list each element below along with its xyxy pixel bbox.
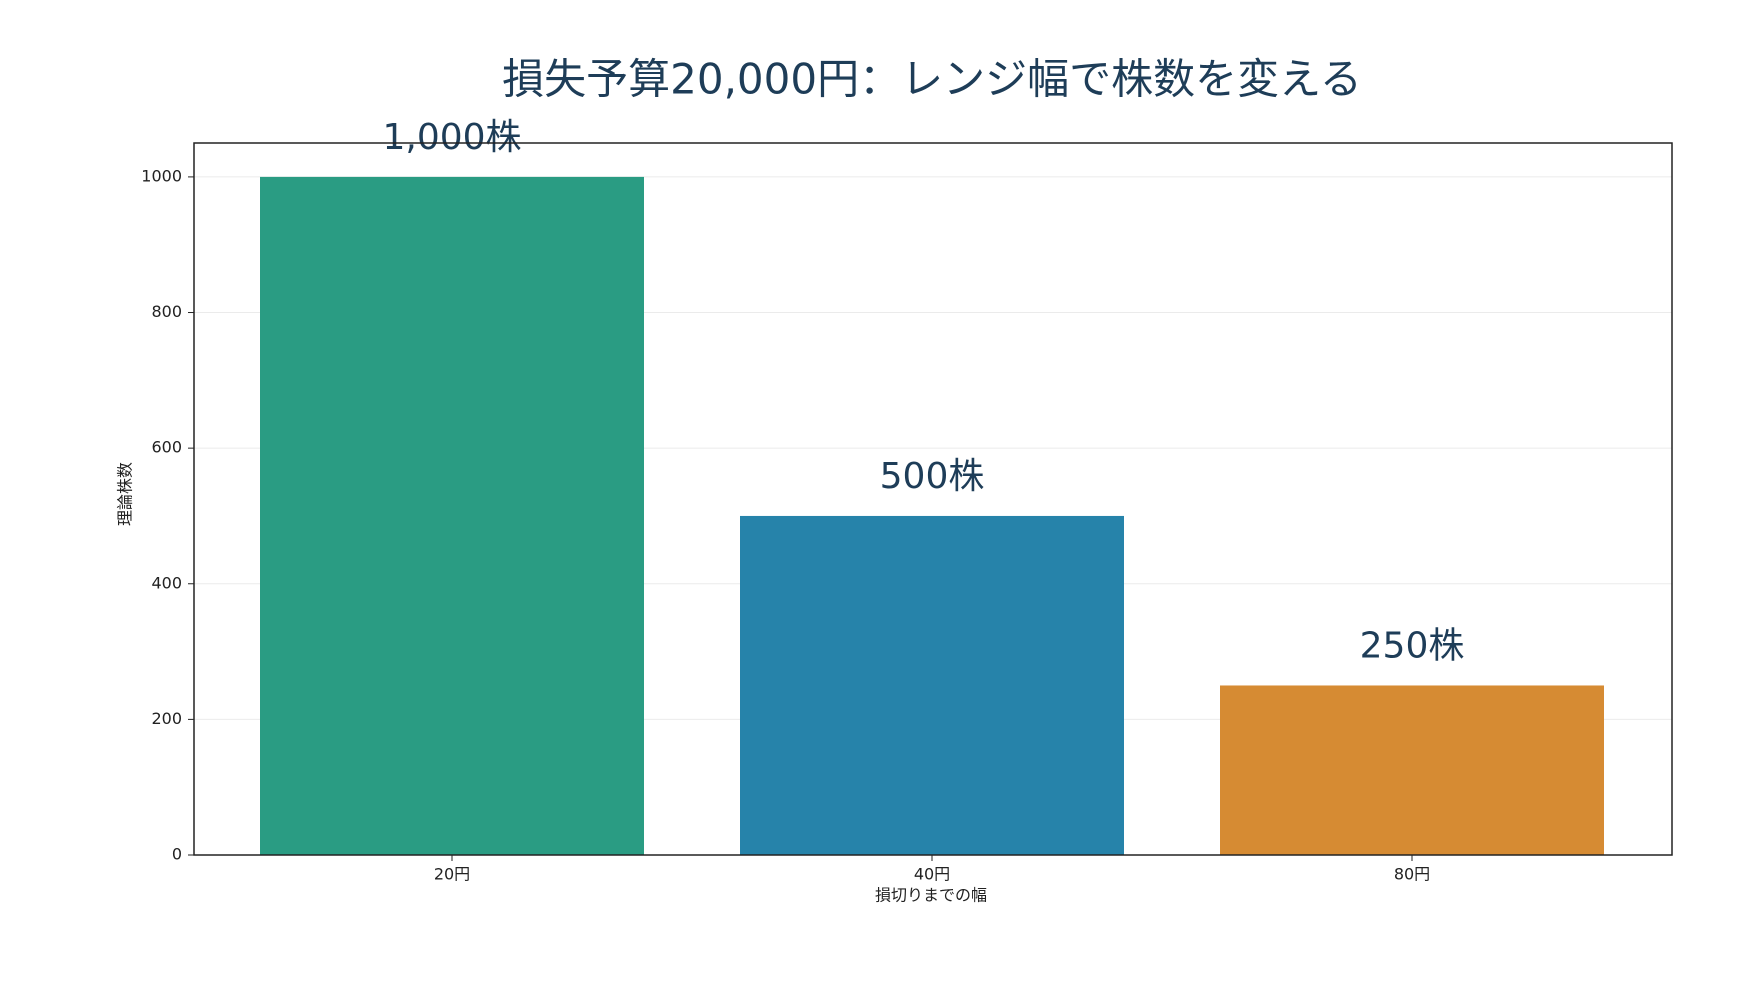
value-label: 1,000株: [382, 117, 521, 158]
y-tick-label: 1000: [141, 166, 182, 185]
x-tick-label: 80円: [1394, 865, 1430, 884]
value-label: 500株: [880, 456, 985, 497]
y-tick-label: 800: [151, 302, 182, 321]
value-label: 250株: [1360, 625, 1465, 666]
bar: [260, 176, 644, 855]
y-tick-label: 600: [151, 438, 182, 457]
chart-title: 損失予算20,000円：レンジ幅で株数を変える: [502, 55, 1362, 104]
plot-frame: [193, 142, 1673, 856]
y-tick-label: 0: [172, 845, 182, 864]
y-axis-label: 理論株数: [116, 462, 135, 526]
y-tick-label: 200: [151, 709, 182, 728]
y-tick-label: 400: [151, 573, 182, 592]
bar: [740, 515, 1124, 855]
x-axis-label: 損切りまでの幅: [875, 886, 987, 905]
x-tick-label: 20円: [434, 865, 470, 884]
bar: [1220, 685, 1604, 855]
x-tick-label: 40円: [914, 865, 950, 884]
